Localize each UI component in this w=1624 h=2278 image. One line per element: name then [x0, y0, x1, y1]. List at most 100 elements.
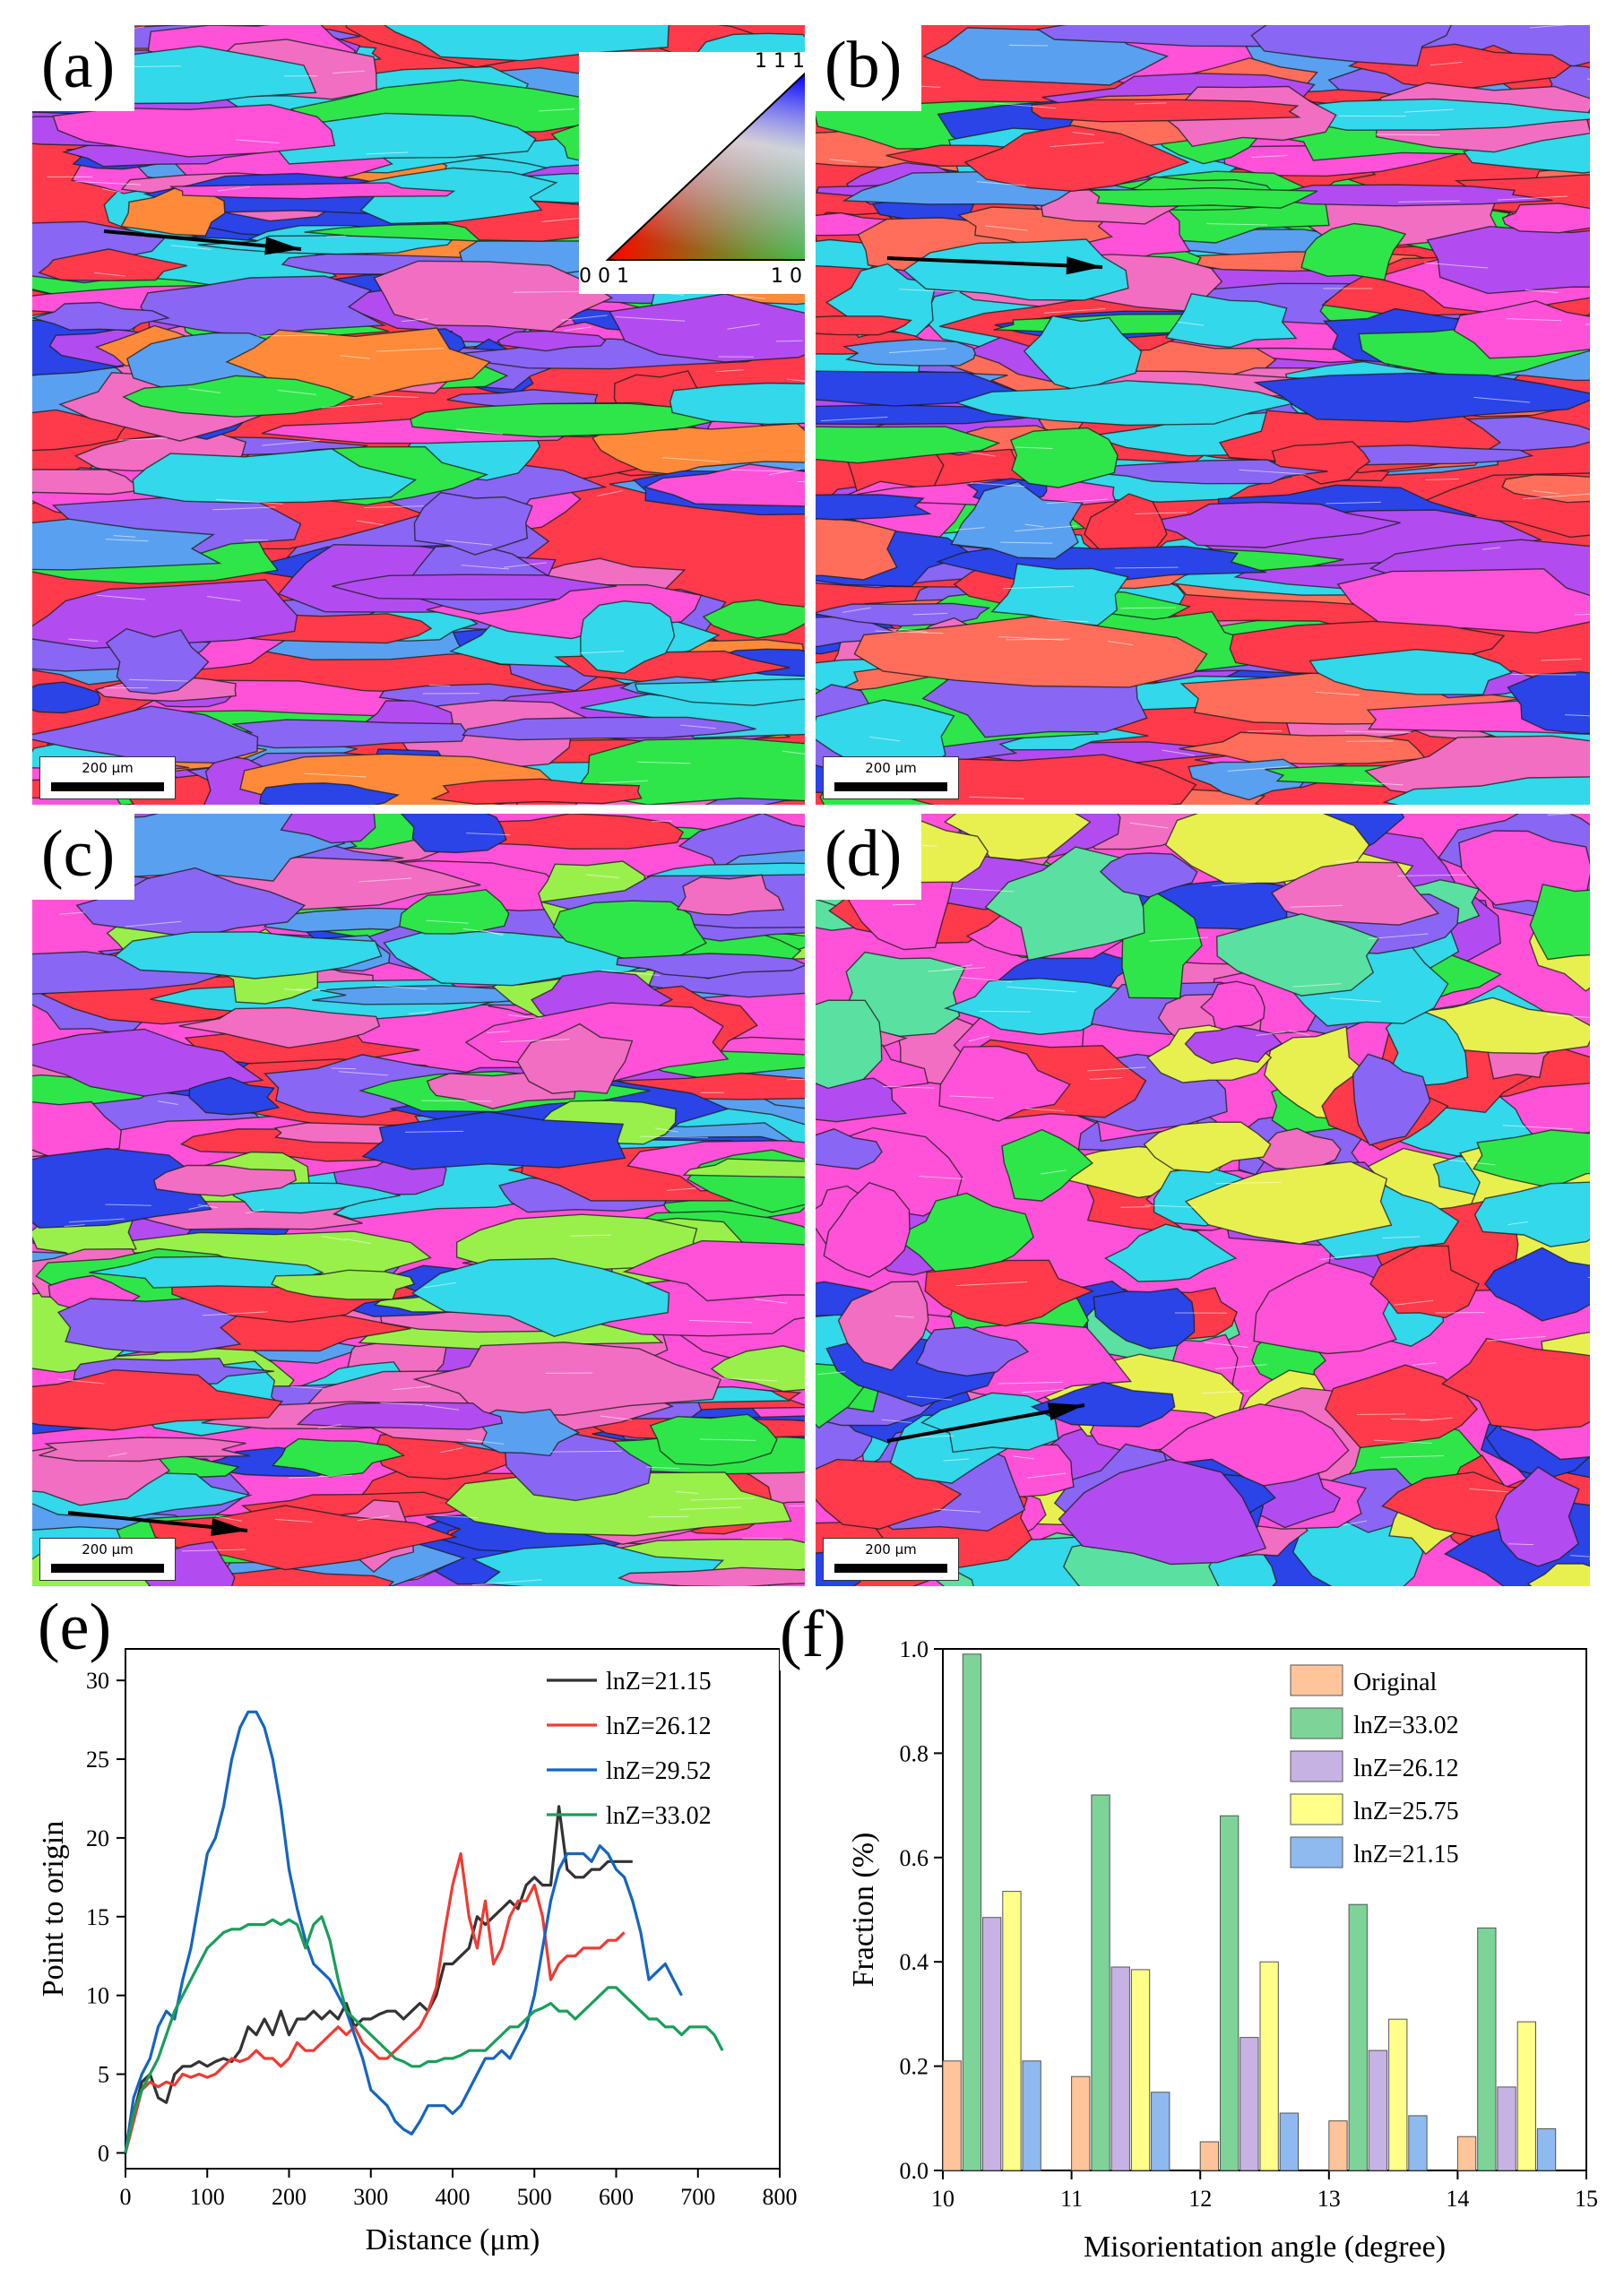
bar-4-4 [1536, 2127, 1557, 2171]
grain [132, 448, 418, 504]
subgrain-boundary [333, 70, 365, 74]
panel-label-b: (b) [816, 25, 922, 111]
subgrain-boundary [158, 1100, 178, 1105]
subgrain-boundary [955, 1281, 1028, 1287]
x-tick-label: 14 [1446, 2186, 1469, 2212]
x-tick-label: 13 [1317, 2186, 1341, 2212]
subgrain-boundary [326, 235, 347, 237]
subgrain-boundary [1145, 1204, 1197, 1208]
bar-2-1 [1110, 1966, 1130, 2171]
bar-4-3 [1408, 2115, 1428, 2171]
subgrain-boundary [646, 1466, 680, 1470]
grain [228, 719, 468, 749]
subgrain-boundary [207, 595, 241, 602]
grain [682, 1158, 805, 1178]
subgrain-boundary [1256, 1031, 1285, 1037]
y-tick-label: 30 [86, 1668, 109, 1694]
grain [955, 380, 1297, 427]
grain [816, 999, 883, 1090]
subgrain-boundary [246, 1209, 264, 1214]
ebsd-map-c: (c) 200 μm [32, 814, 805, 1586]
subgrain-boundary [1227, 765, 1289, 772]
subgrain-boundary [376, 348, 445, 352]
grain [816, 315, 913, 336]
grain [1184, 1161, 1393, 1245]
subgrain-boundary [787, 378, 805, 382]
subgrain-boundary [601, 970, 660, 976]
subgrain-boundary [295, 988, 327, 991]
subgrain-boundary [256, 334, 329, 337]
grain [1526, 1563, 1590, 1586]
grain [1440, 1337, 1590, 1431]
grain [1453, 300, 1590, 359]
scale-bar-line [834, 782, 947, 791]
subgrain-boundary [1041, 1169, 1067, 1175]
subgrain-boundary [1356, 1413, 1406, 1416]
subgrain-boundary [932, 1508, 981, 1513]
grain [52, 104, 336, 158]
x-tick-label: 800 [763, 2184, 798, 2210]
subgrain-boundary [615, 316, 686, 322]
subgrain-boundary [331, 1067, 357, 1070]
subgrain-boundary [96, 594, 146, 600]
subgrain-boundary [426, 919, 469, 924]
grain [842, 339, 976, 367]
subgrain-boundary [1006, 638, 1070, 641]
grain [148, 1505, 458, 1571]
y-axis-label: Fraction (%) [847, 1833, 880, 1988]
grain [903, 238, 1129, 301]
subgrain-boundary [888, 348, 946, 354]
bar-0-3 [1328, 2120, 1348, 2171]
subgrain-boundary [1473, 396, 1531, 403]
subgrain-boundary [919, 1176, 964, 1179]
grain [516, 1023, 634, 1095]
scale-bar-label: 200 μm [865, 1541, 917, 1557]
y-tick-label: 15 [86, 1904, 109, 1930]
grain [1093, 1287, 1196, 1350]
subgrain-boundary [1412, 1362, 1437, 1366]
arrow-head [1066, 256, 1102, 275]
subgrain-boundary [181, 1549, 246, 1552]
subgrain-boundary [461, 565, 509, 570]
grain [1023, 315, 1143, 393]
subgrain-boundary [513, 290, 581, 293]
subgrain-boundary [105, 539, 149, 542]
subgrain-boundary [869, 736, 901, 742]
ipf-label-101: 1 0 1 [771, 265, 805, 288]
grain [1300, 222, 1407, 281]
grain [1270, 861, 1440, 926]
series-line-1 [124, 1851, 626, 2153]
subgrain-boundary [1397, 874, 1468, 876]
subgrain-boundary [1546, 1014, 1590, 1018]
grain [1058, 1458, 1267, 1566]
subgrain-boundary [968, 1035, 990, 1042]
scale-bar-a: 200 μm [39, 756, 176, 799]
subgrain-boundary [1375, 134, 1440, 136]
subgrain-boundary [289, 1385, 324, 1390]
subgrain-boundary [1502, 1125, 1574, 1130]
subgrain-boundary [408, 1011, 433, 1014]
subgrain-boundary [508, 1014, 542, 1019]
subgrain-boundary [68, 1218, 125, 1223]
subgrain-boundary [1289, 1030, 1310, 1036]
subgrain-boundary [912, 612, 948, 616]
subgrain-boundary [356, 520, 384, 526]
x-tick-label: 0 [120, 2184, 132, 2210]
panel-label-c: (c) [32, 814, 135, 900]
legend-label: lnZ=33.02 [606, 1802, 712, 1830]
subgrain-boundary [675, 1490, 699, 1494]
subgrain-boundary [570, 1234, 611, 1237]
subgrain-boundary [102, 188, 121, 194]
subgrain-boundary [1289, 904, 1343, 908]
ipf-color-legend: 1 1 1 0 0 1 1 0 1 [579, 50, 805, 294]
grain [1001, 1128, 1094, 1202]
subgrain-boundary [700, 1438, 756, 1441]
grain [643, 463, 805, 507]
bar-4-2 [1279, 2112, 1300, 2171]
subgrain-boundary [943, 1458, 970, 1462]
subgrain-boundary [369, 395, 419, 398]
subgrain-boundary [466, 1439, 505, 1445]
subgrain-boundary [215, 1515, 242, 1522]
subgrain-boundary [1204, 1342, 1248, 1348]
x-tick-label: 500 [517, 2184, 552, 2210]
